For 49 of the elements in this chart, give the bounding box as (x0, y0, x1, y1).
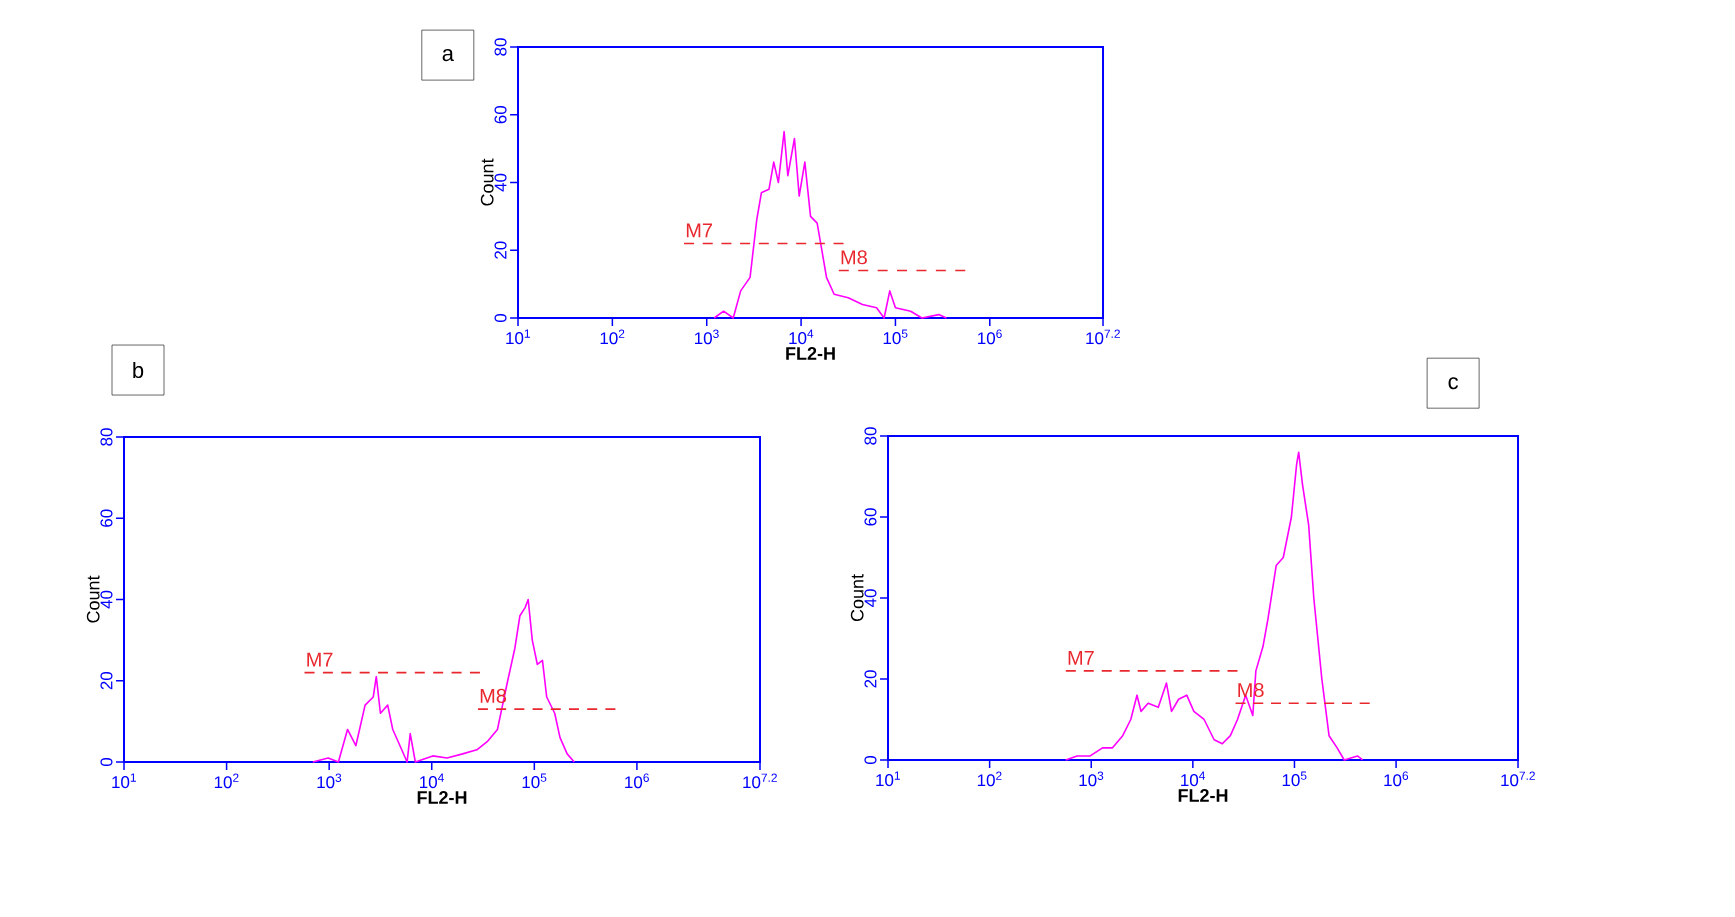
x-tick-label: 10$^{1}$ (112, 773, 136, 789)
y-tick-label: 80 (864, 427, 877, 445)
series-label: M7 (1068, 650, 1094, 665)
y-tick-label: 40 (864, 589, 877, 608)
x-tick-label: 10$^{5}$ (883, 329, 908, 345)
y-tick-label: 40 (100, 590, 113, 609)
y-tick-label: 80 (494, 38, 507, 56)
y-tick-label: 60 (864, 508, 877, 526)
x-tick-label: 10$^{7.2}$ (743, 773, 777, 789)
y-tick-label: 0 (864, 755, 877, 765)
x-axis-title: FL2-H (786, 347, 835, 360)
x-tick-label: 10$^{4}$ (1181, 771, 1206, 787)
x-axis-title: FL2-H (1178, 789, 1228, 802)
y-tick-label: 20 (494, 241, 507, 259)
y-tick-label: 20 (100, 671, 113, 690)
x-tick-label: 10$^{7.2}$ (1501, 771, 1535, 787)
x-axis-title: FL2-H (417, 791, 467, 804)
y-tick-label: 80 (100, 428, 113, 446)
x-tick-label: 10$^{6}$ (625, 773, 649, 789)
x-tick-label: 10$^{2}$ (600, 329, 625, 345)
x-tick-label: 10$^{4}$ (420, 773, 444, 789)
y-tick-label: 0 (100, 757, 113, 767)
series-label: M7 (307, 652, 333, 667)
y-axis-title: Count (850, 574, 864, 622)
y-axis-title: Count (480, 158, 494, 206)
x-tick-label: 10$^{4}$ (789, 329, 814, 345)
series-label: M8 (841, 250, 867, 265)
x-tick-label: 10$^{2}$ (977, 771, 1002, 787)
chart-title: c (1448, 377, 1459, 390)
x-tick-label: 10$^{6}$ (978, 329, 1002, 345)
y-tick-label: 60 (494, 105, 507, 124)
y-tick-label: 40 (494, 173, 507, 192)
x-tick-label: 10$^{5}$ (1282, 771, 1307, 787)
y-tick-label: 20 (864, 670, 877, 688)
x-tick-label: 10$^{5}$ (522, 773, 547, 789)
x-tick-label: 10$^{3}$ (317, 773, 342, 789)
chart-title: a (442, 49, 454, 62)
x-tick-label: 10$^{1}$ (506, 329, 530, 345)
x-tick-label: 10$^{1}$ (876, 771, 900, 787)
x-tick-label: 10$^{3}$ (695, 329, 719, 345)
chart-title: b (133, 361, 144, 379)
x-tick-label: 10$^{7.2}$ (1086, 329, 1120, 345)
y-tick-label: 60 (100, 509, 113, 527)
series-label: M7 (686, 223, 713, 238)
x-tick-label: 10$^{3}$ (1079, 771, 1104, 787)
y-tick-label: 0 (494, 313, 507, 323)
y-axis-title: Count (86, 575, 100, 623)
x-tick-label: 10$^{2}$ (214, 773, 239, 789)
x-tick-label: 10$^{6}$ (1384, 771, 1409, 787)
